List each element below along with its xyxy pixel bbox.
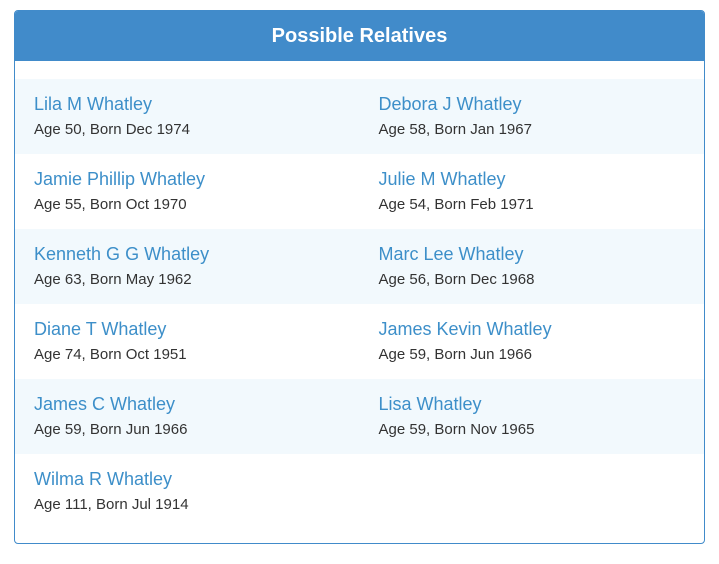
relative-name-link[interactable]: Kenneth G G Whatley xyxy=(34,244,210,264)
relatives-list: Lila M Whatley Age 50, Born Dec 1974 Deb… xyxy=(15,79,704,529)
relative-name-link[interactable]: Lisa Whatley xyxy=(378,394,482,414)
relative-age-born: Age 50, Born Dec 1974 xyxy=(34,121,190,138)
relative-card: Wilma R Whatley Age 111, Born Jul 1914 xyxy=(15,454,361,529)
relative-age-born: Age 54, Born Feb 1971 xyxy=(378,196,534,213)
relative-age-born: Age 59, Born Jun 1966 xyxy=(34,421,188,438)
relative-card: Kenneth G G Whatley Age 63, Born May 196… xyxy=(15,229,360,304)
possible-relatives-panel: Possible Relatives Lila M Whatley Age 50… xyxy=(14,10,705,544)
relative-age-born: Age 74, Born Oct 1951 xyxy=(34,346,187,363)
relative-age-born: Age 58, Born Jan 1967 xyxy=(378,121,532,138)
panel-title: Possible Relatives xyxy=(271,24,448,47)
relative-name-link[interactable]: Marc Lee Whatley xyxy=(378,244,524,264)
relative-card: James C Whatley Age 59, Born Jun 1966 xyxy=(15,379,360,454)
relative-card: Julie M Whatley Age 54, Born Feb 1971 xyxy=(360,154,705,229)
relative-card: Debora J Whatley Age 58, Born Jan 1967 xyxy=(360,79,705,154)
panel-header: Possible Relatives xyxy=(15,11,704,61)
relative-name-link[interactable]: Debora J Whatley xyxy=(378,94,522,114)
relative-card: Lila M Whatley Age 50, Born Dec 1974 xyxy=(15,79,360,154)
relatives-row: Diane T Whatley Age 74, Born Oct 1951 Ja… xyxy=(15,304,704,379)
relative-name-link[interactable]: James Kevin Whatley xyxy=(378,319,552,339)
relative-name-link[interactable]: Lila M Whatley xyxy=(34,94,153,114)
relative-age-born: Age 63, Born May 1962 xyxy=(34,271,192,288)
relative-name-link[interactable]: James C Whatley xyxy=(34,394,176,414)
relative-card: Jamie Phillip Whatley Age 55, Born Oct 1… xyxy=(15,154,360,229)
relative-age-born: Age 56, Born Dec 1968 xyxy=(378,271,535,288)
relative-age-born: Age 59, Born Jun 1966 xyxy=(378,346,532,363)
relative-card: Marc Lee Whatley Age 56, Born Dec 1968 xyxy=(360,229,705,304)
relatives-row: Jamie Phillip Whatley Age 55, Born Oct 1… xyxy=(15,154,704,229)
relative-card: James Kevin Whatley Age 59, Born Jun 196… xyxy=(360,304,705,379)
relative-name-link[interactable]: Diane T Whatley xyxy=(34,319,167,339)
relatives-row: James C Whatley Age 59, Born Jun 1966 Li… xyxy=(15,379,704,454)
relative-name-link[interactable]: Jamie Phillip Whatley xyxy=(34,169,206,189)
relative-age-born: Age 55, Born Oct 1970 xyxy=(34,196,187,213)
relatives-row: Kenneth G G Whatley Age 63, Born May 196… xyxy=(15,229,704,304)
relative-age-born: Age 59, Born Nov 1965 xyxy=(378,421,535,438)
relative-card: Diane T Whatley Age 74, Born Oct 1951 xyxy=(15,304,360,379)
relative-age-born: Age 111, Born Jul 1914 xyxy=(34,496,189,513)
relative-name-link[interactable]: Julie M Whatley xyxy=(378,169,506,189)
relative-card: Lisa Whatley Age 59, Born Nov 1965 xyxy=(360,379,705,454)
relative-name-link[interactable]: Wilma R Whatley xyxy=(34,469,173,489)
relatives-row: Lila M Whatley Age 50, Born Dec 1974 Deb… xyxy=(15,79,704,154)
relatives-row: Wilma R Whatley Age 111, Born Jul 1914 xyxy=(15,454,704,529)
